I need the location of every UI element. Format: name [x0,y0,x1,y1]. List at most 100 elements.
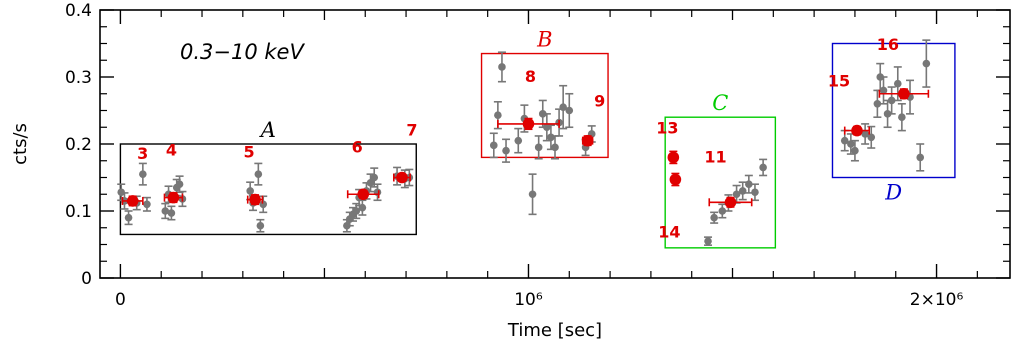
snapshot-marker [502,146,510,155]
snapshot-marker [551,143,559,152]
snapshot-marker [489,141,498,150]
snapshot-marker [847,140,855,148]
snapshot-marker [887,96,896,105]
y-tick-label: 0.1 [65,202,92,222]
snapshot-marker [254,170,263,178]
observation-points: 3 4 5 6 7 8 9 13 14 11 15 16 [121,35,930,242]
snapshot-point [559,84,568,130]
observation-label: 4 [166,141,177,160]
snapshot-point [142,196,151,212]
snapshot-point [704,236,713,246]
snapshot-point [352,202,361,220]
snapshot-point [502,138,511,163]
x-tick-label: 0 [115,290,126,310]
snapshot-point [167,205,176,221]
snapshot-marker [547,133,555,142]
observation-label: 5 [243,143,254,162]
snapshot-marker [922,59,931,68]
snapshot-point [850,139,859,162]
snapshot-point [493,100,502,130]
snapshot-point [738,181,747,201]
energy-annotation: 0.3−10 keV [180,40,305,64]
snapshot-marker [873,100,882,108]
observation-label: 8 [525,67,536,86]
snapshot-marker [867,133,876,142]
observation-marker [851,124,863,137]
snapshot-marker [256,221,265,230]
snapshot-point [732,184,741,204]
snapshot-point [138,162,147,186]
observation-marker [357,188,370,201]
snapshot-point [256,218,265,233]
observation-marker [581,134,594,147]
snapshot-marker [538,110,547,118]
observation-marker [667,151,680,164]
group-box-B [480,52,609,159]
snapshot-marker [494,111,502,119]
observation-marker [522,118,535,130]
snapshot-marker [259,200,268,209]
snapshot-marker [893,79,902,88]
snapshot-point [710,211,719,224]
snapshot-point [551,135,559,160]
snapshot-point [922,39,931,88]
observation-point: 5 [243,143,264,206]
observation-point: 15 [828,72,871,137]
observation-label: 6 [352,137,363,156]
snapshot-marker [861,130,869,138]
y-axis-title: cts/s [10,123,31,165]
group-boxes: A B C D [119,28,956,249]
snapshot-point [497,51,506,83]
y-tick-label: 0.3 [65,68,92,88]
snapshot-marker [143,200,151,209]
snapshot-marker [366,179,375,187]
observation-point: 3 [121,144,148,207]
snapshot-marker [732,190,741,199]
snapshot-marker [751,188,759,197]
snapshot-marker [898,113,906,121]
snapshot-marker [738,187,747,195]
snapshot-point [879,76,888,105]
snapshot-marker [840,136,849,145]
snapshot-marker [704,237,712,245]
observation-point: 7 [393,121,418,184]
snapshot-marker [352,207,361,215]
snapshot-point [259,195,268,214]
snapshot-marker [358,203,367,212]
snapshot-marker [498,63,506,71]
snapshot-marker [167,209,176,217]
snapshot-marker [745,180,753,188]
snapshot-marker [124,213,133,222]
snapshot-marker [161,207,170,215]
observation-point: 9 [581,92,605,147]
group-label-A: A [259,118,276,142]
snapshot-marker [565,106,574,115]
observation-label: 9 [594,92,605,111]
observation-marker [249,193,261,206]
snapshot-point [916,143,925,172]
snapshot-point [534,135,543,160]
observation-marker [167,191,180,204]
snapshot-point [528,173,537,216]
observation-label: 15 [828,72,850,91]
y-tick-label: 0 [81,269,92,289]
snapshot-marker [851,146,859,155]
observation-marker [396,171,408,184]
snapshot-marker [175,180,184,188]
snapshot-point [750,183,759,202]
snapshot-point [161,202,170,220]
snapshot-marker [916,153,925,162]
observation-point: 14 [658,172,682,242]
group-box-C [664,116,777,249]
snapshot-point [897,103,906,132]
snapshot-point [514,127,523,154]
snapshot-marker [246,187,254,195]
x-tick-label: 2×10⁶ [910,290,964,310]
x-axis-title: Time [sec] [507,320,602,341]
observation-point: 16 [877,35,930,100]
observation-label: 14 [658,223,680,242]
observation-marker [126,195,139,207]
group-label-D: D [884,181,902,205]
snapshot-point [358,199,367,216]
observation-label: 3 [137,144,148,163]
